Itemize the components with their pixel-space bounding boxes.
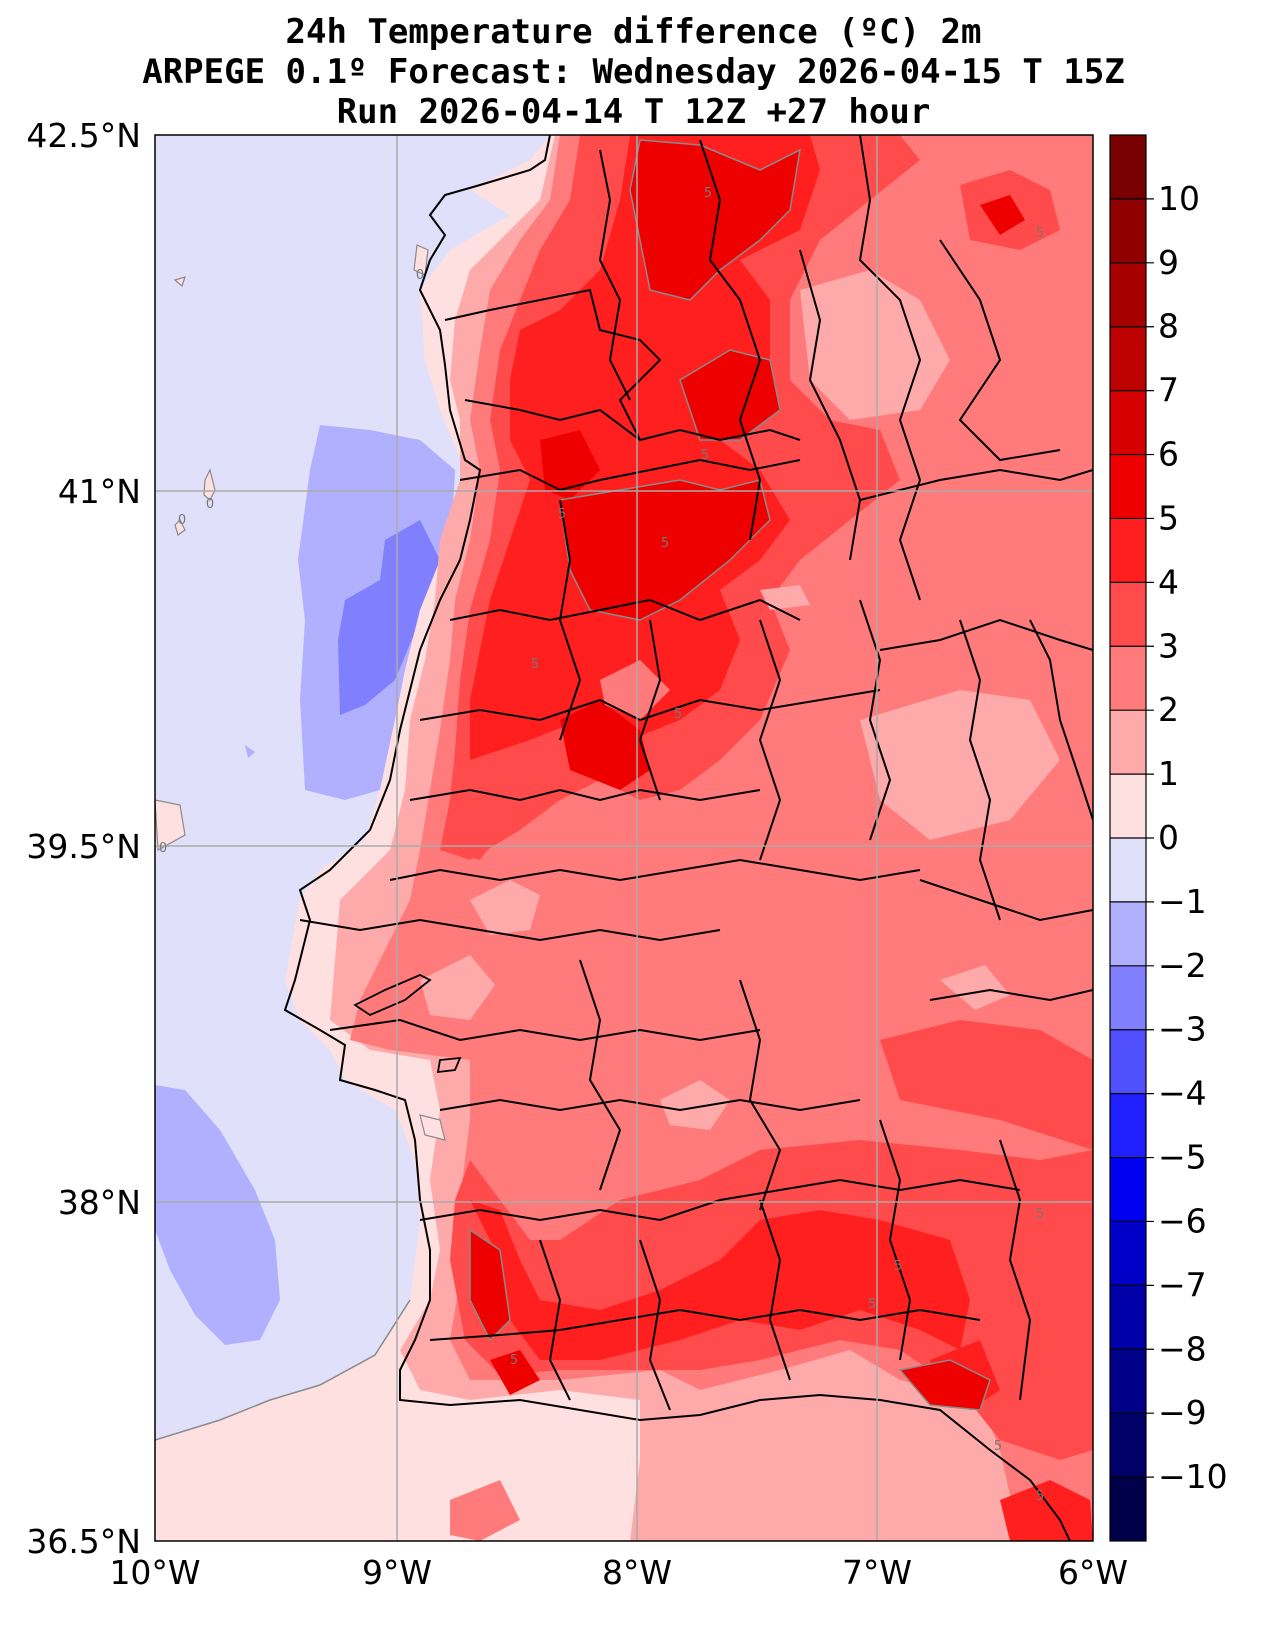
contour-label: 5 — [894, 1259, 902, 1274]
gridlines — [155, 135, 1093, 1541]
colorbar-segment — [1110, 1093, 1146, 1159]
colorbar-tick-label: −1 — [1158, 882, 1207, 921]
contour-label: 0 — [159, 841, 167, 856]
colorbar-tick-label: 5 — [1158, 498, 1179, 537]
land-anomaly-5-6-core — [630, 140, 800, 300]
district-borders — [299, 135, 1093, 1411]
contour-label: 5 — [1036, 1207, 1044, 1222]
colorbar-segment — [1110, 965, 1146, 1031]
colorbar-segment — [1110, 1157, 1146, 1222]
colorbar-segment — [1110, 901, 1146, 967]
lon-tick-label: 9°W — [362, 1553, 432, 1592]
contour-label: 0 — [206, 497, 214, 512]
chart-title-line-3: Run 2026-04-14 T 12Z +27 hour — [336, 92, 931, 132]
lat-tick-label: 36.5°N — [26, 1522, 141, 1561]
colorbar-tick-label: −7 — [1158, 1265, 1207, 1304]
colorbar-tick-label: −9 — [1158, 1393, 1207, 1432]
lon-tick-label: 6°W — [1058, 1553, 1128, 1592]
contour-label: 0 — [416, 268, 424, 283]
colorbar-segment — [1110, 198, 1146, 264]
contour-label: 5 — [868, 1297, 876, 1312]
map-frame — [154, 134, 1094, 1542]
colorbar-tick-label: 2 — [1158, 690, 1179, 729]
contour-label: 5 — [1036, 1489, 1044, 1504]
coastline — [283, 135, 1071, 1541]
contour-label: 5 — [674, 707, 682, 722]
colorbar-segment — [1110, 710, 1146, 775]
contour-label: 5 — [661, 536, 669, 551]
chart-title-line-1: 24h Temperature difference (ºC) 2m — [285, 12, 982, 52]
land-anomaly-4-5-south — [470, 1200, 970, 1360]
colorbar-tick-label: 10 — [1158, 179, 1200, 218]
lon-tick-label: 7°W — [842, 1553, 912, 1592]
colorbar-segment — [1110, 1285, 1146, 1350]
colorbar-segment — [1110, 774, 1146, 839]
contour-label: 5 — [558, 507, 566, 522]
colorbar-tick-label: −10 — [1158, 1457, 1228, 1496]
lat-tick-label: 39.5°N — [26, 827, 141, 866]
colorbar-tick-label: 0 — [1158, 818, 1179, 857]
lat-tick-label: 38°N — [58, 1183, 141, 1222]
lon-tick-label: 10°W — [109, 1553, 200, 1592]
latitude-labels: 42.5°N 41°N 39.5°N 38°N 36.5°N — [26, 116, 141, 1561]
colorbar-tick-label: −8 — [1158, 1329, 1207, 1368]
colorbar-tick-label: −6 — [1158, 1201, 1207, 1240]
contour-labels: 0 0 0 0 5 5 5 5 5 5 5 5 5 5 5 5 5 — [159, 186, 1044, 1504]
colorbar-segment — [1110, 326, 1146, 392]
colorbar-segment — [1110, 454, 1146, 519]
colorbar-tick-label: 7 — [1158, 371, 1179, 410]
chart-title-line-2: ARPEGE 0.1º Forecast: Wednesday 2026-04-… — [142, 52, 1125, 92]
lat-tick-label: 41°N — [58, 472, 141, 511]
longitude-labels: 10°W 9°W 8°W 7°W 6°W — [109, 1553, 1128, 1592]
colorbar-segment — [1110, 646, 1146, 711]
colorbar-segment — [1110, 135, 1146, 200]
colorbar-tick-label: 1 — [1158, 754, 1179, 793]
colorbar-tick-label: −2 — [1158, 946, 1207, 985]
contour-label: 5 — [531, 657, 539, 672]
colorbar-segment — [1110, 1221, 1146, 1286]
negative-anomaly-offshore-south — [155, 1085, 280, 1345]
colorbar-tick-label: −5 — [1158, 1138, 1207, 1177]
colorbar — [1109, 134, 1154, 1542]
lat-tick-label: 42.5°N — [26, 116, 141, 155]
colorbar-tick-label: 8 — [1158, 307, 1179, 346]
small-islands — [155, 244, 446, 1141]
contour-label: 5 — [994, 1439, 1002, 1454]
colorbar-tick-label: 9 — [1158, 243, 1179, 282]
colorbar-segment — [1110, 1413, 1146, 1478]
colorbar-segment — [1110, 262, 1146, 328]
colorbar-segment — [1110, 390, 1146, 456]
colorbar-tick-label: 4 — [1158, 562, 1179, 601]
colorbar-segment — [1110, 1349, 1146, 1414]
contour-label: 5 — [704, 186, 712, 201]
colorbar-segment — [1110, 1029, 1146, 1095]
tagus-estuary — [353, 974, 432, 1017]
colorbar-tick-label: −4 — [1158, 1074, 1207, 1113]
colorbar-tick-label: −3 — [1158, 1010, 1207, 1049]
colorbar-segment — [1110, 1477, 1146, 1542]
colorbar-segment — [1110, 582, 1146, 647]
colorbar-tick-label: 3 — [1158, 626, 1179, 665]
contour-label: 5 — [701, 448, 709, 463]
contour-label: 5 — [510, 1353, 518, 1368]
lon-tick-label: 8°W — [602, 1553, 672, 1592]
colorbar-segment — [1110, 518, 1146, 583]
contour-label: 0 — [178, 513, 186, 528]
colorbar-tick-label: 6 — [1158, 435, 1179, 474]
map-field — [155, 135, 1093, 1541]
contour-label: 5 — [1036, 226, 1044, 241]
colorbar-segment — [1110, 838, 1146, 903]
negative-anomaly-core — [338, 520, 440, 715]
